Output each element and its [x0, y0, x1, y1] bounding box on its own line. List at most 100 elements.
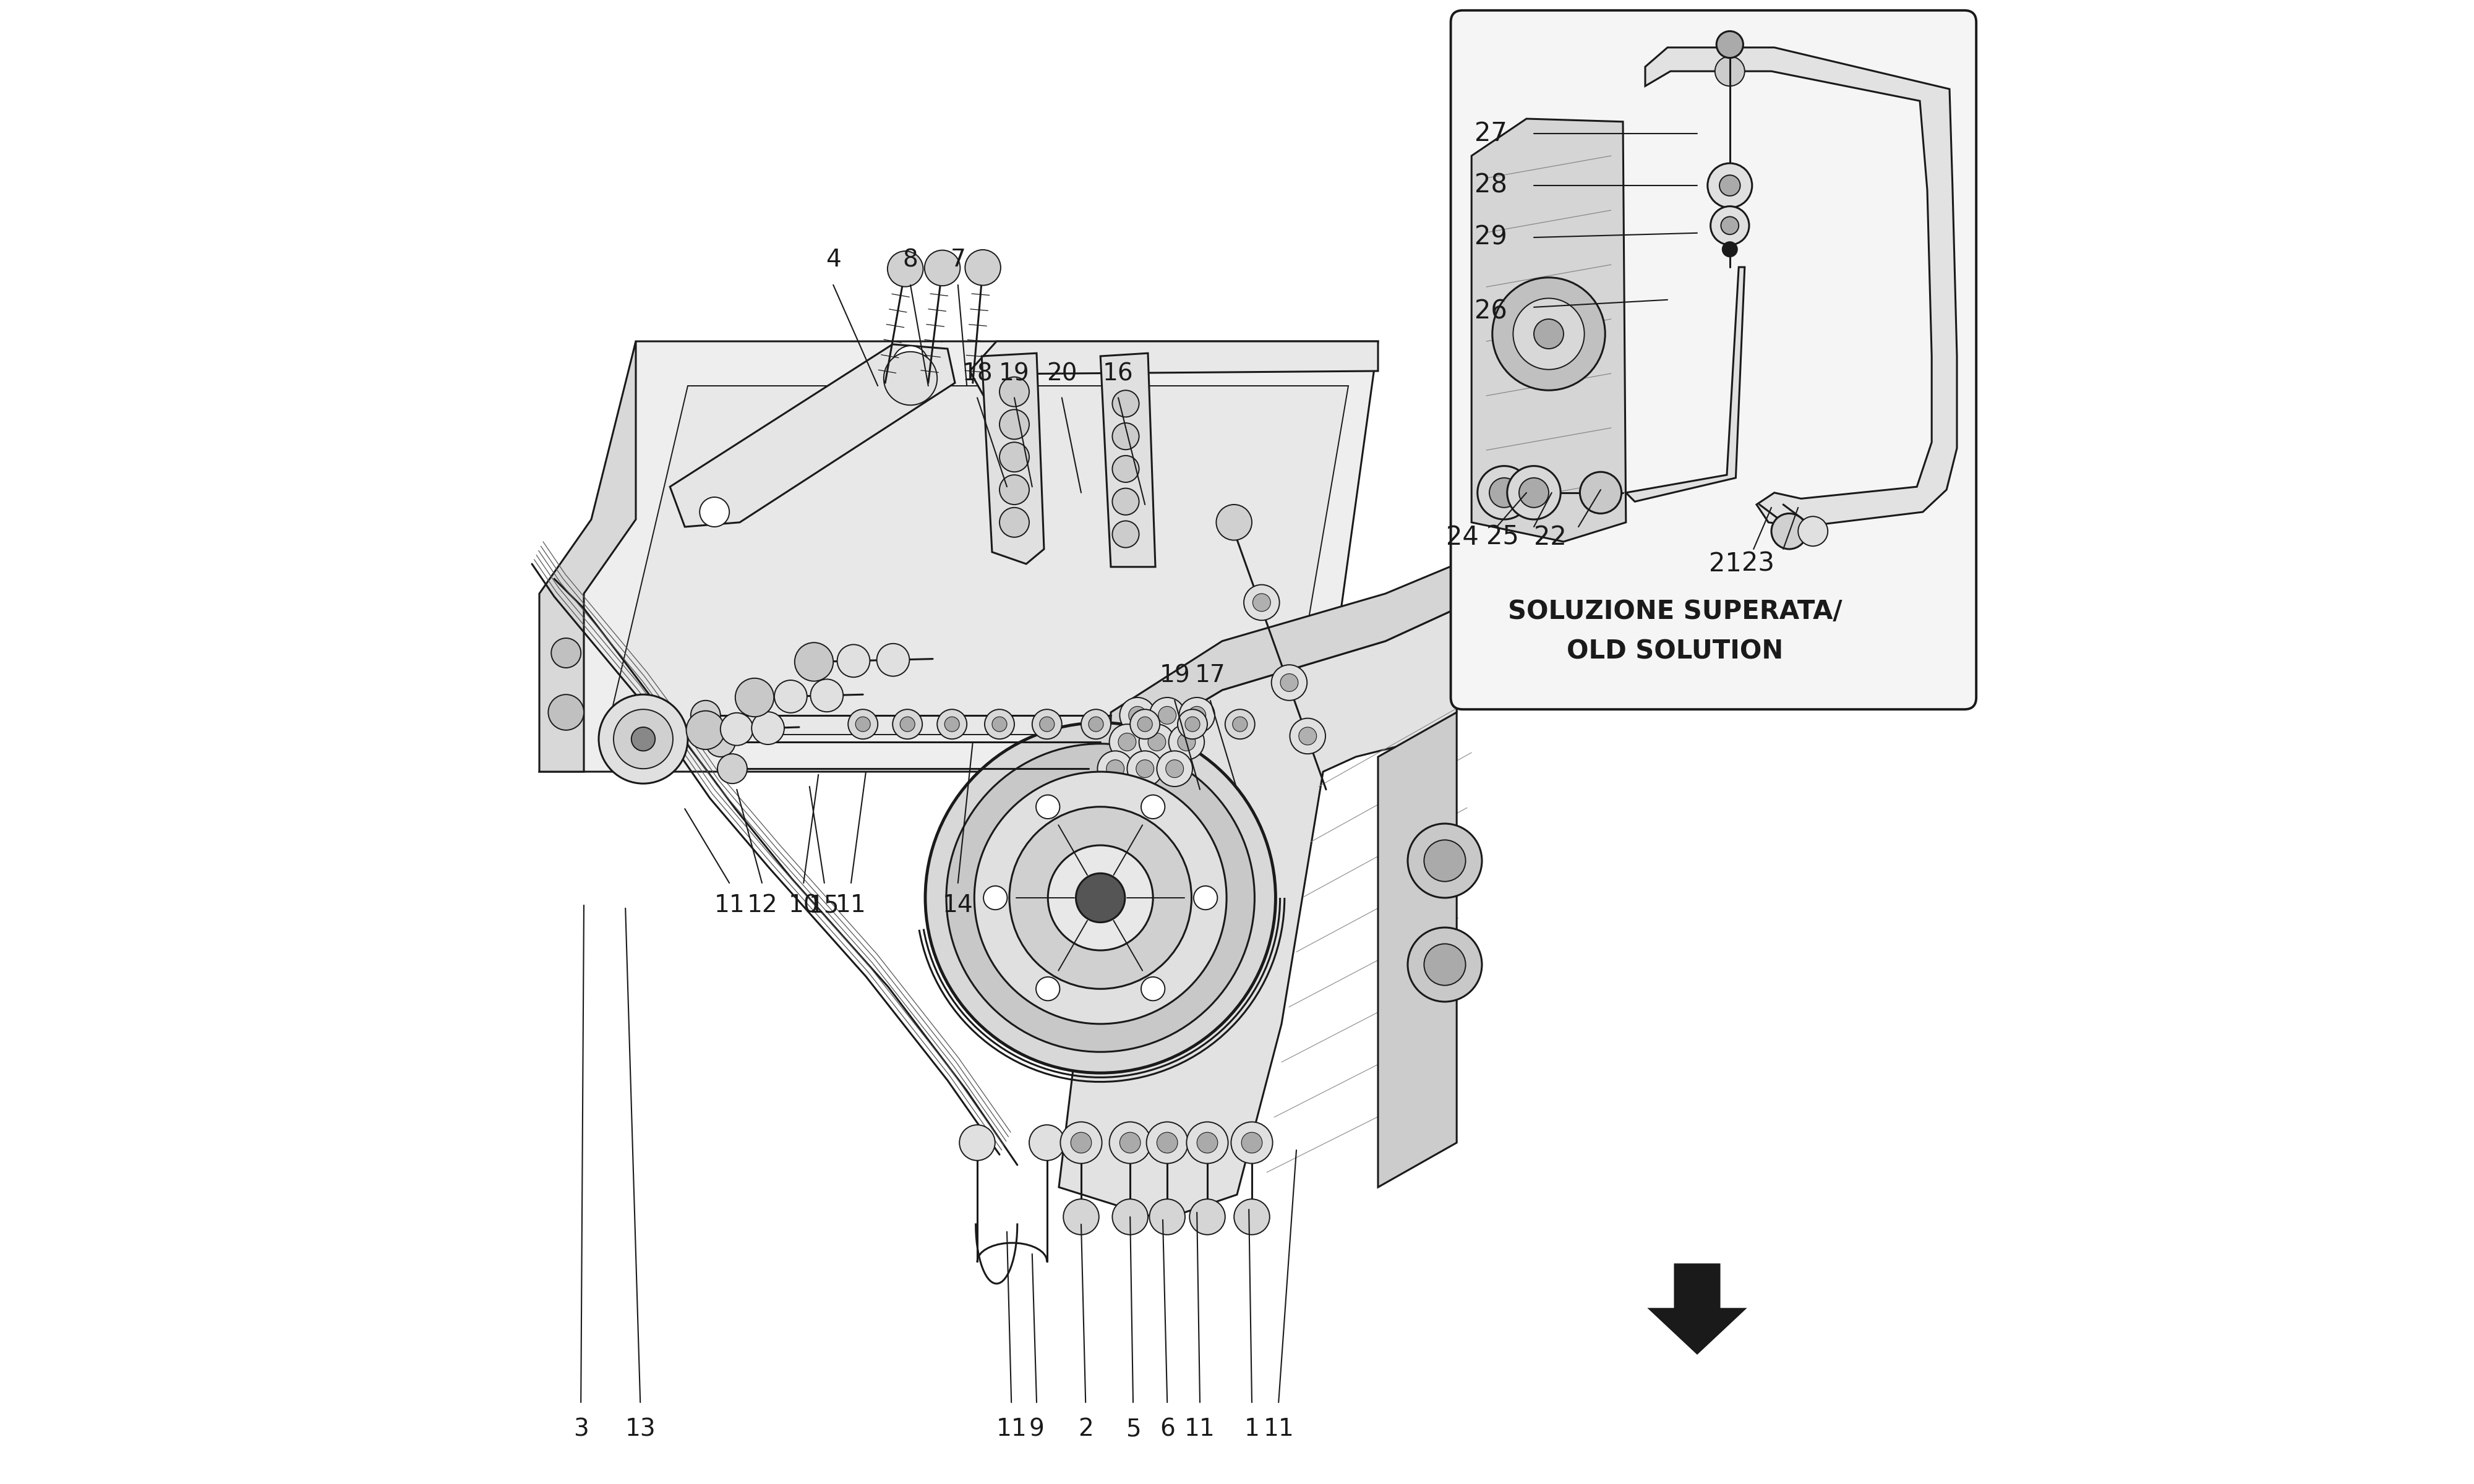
- Circle shape: [1121, 1132, 1141, 1153]
- Circle shape: [901, 717, 915, 732]
- Circle shape: [1128, 706, 1145, 724]
- Circle shape: [1113, 423, 1138, 450]
- Circle shape: [1049, 846, 1153, 950]
- Circle shape: [1771, 513, 1806, 549]
- Circle shape: [893, 346, 928, 381]
- Circle shape: [1128, 751, 1163, 787]
- Circle shape: [1118, 733, 1136, 751]
- Circle shape: [717, 754, 747, 784]
- Circle shape: [999, 508, 1029, 537]
- Circle shape: [999, 442, 1029, 472]
- Text: 19: 19: [1160, 663, 1190, 687]
- Circle shape: [1089, 717, 1103, 732]
- Polygon shape: [1378, 712, 1457, 1187]
- Circle shape: [999, 475, 1029, 505]
- Circle shape: [999, 410, 1029, 439]
- Circle shape: [1037, 976, 1059, 1000]
- Text: 11: 11: [997, 1417, 1027, 1441]
- Text: 20: 20: [1047, 362, 1076, 386]
- Circle shape: [1242, 1132, 1262, 1153]
- Circle shape: [1113, 456, 1138, 482]
- Circle shape: [938, 709, 967, 739]
- Circle shape: [1188, 1122, 1227, 1163]
- Circle shape: [1158, 706, 1175, 724]
- Circle shape: [720, 712, 752, 745]
- Circle shape: [960, 1125, 995, 1160]
- Circle shape: [985, 709, 1014, 739]
- Circle shape: [705, 727, 735, 757]
- Circle shape: [1514, 298, 1583, 370]
- Text: 17: 17: [1195, 663, 1225, 687]
- Circle shape: [1408, 927, 1482, 1002]
- Text: 24: 24: [1447, 524, 1479, 551]
- Circle shape: [1165, 760, 1183, 778]
- Circle shape: [999, 377, 1029, 407]
- Circle shape: [1039, 717, 1054, 732]
- Circle shape: [849, 709, 878, 739]
- Circle shape: [700, 497, 730, 527]
- Text: 1: 1: [1244, 1417, 1259, 1441]
- Circle shape: [1519, 478, 1549, 508]
- Text: 10: 10: [789, 893, 819, 917]
- Circle shape: [1108, 724, 1145, 760]
- Circle shape: [836, 644, 871, 677]
- Polygon shape: [1472, 119, 1625, 542]
- Circle shape: [1113, 1199, 1148, 1235]
- Text: 11: 11: [1185, 1417, 1215, 1441]
- Text: 22: 22: [1534, 524, 1566, 551]
- Circle shape: [1136, 760, 1153, 778]
- Circle shape: [1148, 733, 1165, 751]
- Circle shape: [1009, 807, 1192, 988]
- Text: 23: 23: [1742, 551, 1774, 577]
- Circle shape: [599, 695, 688, 784]
- Text: 14: 14: [943, 893, 972, 917]
- Circle shape: [1507, 466, 1561, 519]
- Circle shape: [1244, 585, 1279, 620]
- Text: SOLUZIONE SUPERATA/: SOLUZIONE SUPERATA/: [1507, 598, 1843, 625]
- Circle shape: [1722, 217, 1739, 234]
- Circle shape: [1138, 717, 1153, 732]
- Circle shape: [1719, 175, 1739, 196]
- Circle shape: [1029, 1125, 1064, 1160]
- Circle shape: [1799, 516, 1828, 546]
- Text: OLD SOLUTION: OLD SOLUTION: [1566, 638, 1784, 665]
- Circle shape: [1071, 1132, 1091, 1153]
- Circle shape: [1180, 697, 1215, 733]
- Circle shape: [1282, 674, 1299, 692]
- Polygon shape: [606, 386, 1348, 735]
- Circle shape: [1121, 697, 1155, 733]
- Text: 21: 21: [1710, 551, 1742, 577]
- Circle shape: [1489, 478, 1519, 508]
- Circle shape: [1106, 760, 1123, 778]
- Circle shape: [1098, 751, 1133, 787]
- Text: 7: 7: [950, 248, 965, 272]
- Circle shape: [1235, 1199, 1269, 1235]
- Circle shape: [1225, 709, 1254, 739]
- Polygon shape: [970, 341, 1378, 398]
- Circle shape: [945, 717, 960, 732]
- Circle shape: [552, 638, 581, 668]
- Circle shape: [1272, 665, 1306, 700]
- Text: 6: 6: [1160, 1417, 1175, 1441]
- Circle shape: [1192, 886, 1217, 910]
- Text: 26: 26: [1475, 298, 1507, 325]
- Text: 3: 3: [574, 1417, 589, 1441]
- Circle shape: [1232, 1122, 1272, 1163]
- Circle shape: [945, 743, 1254, 1052]
- Polygon shape: [670, 344, 955, 527]
- Text: 11: 11: [715, 893, 745, 917]
- Circle shape: [549, 695, 584, 730]
- Text: 2: 2: [1079, 1417, 1094, 1441]
- Text: 15: 15: [809, 893, 839, 917]
- Circle shape: [1188, 706, 1205, 724]
- Circle shape: [1425, 944, 1465, 985]
- Circle shape: [1150, 697, 1185, 733]
- Circle shape: [965, 249, 999, 285]
- Text: 28: 28: [1475, 172, 1507, 199]
- Polygon shape: [1059, 608, 1457, 1220]
- Text: 25: 25: [1487, 524, 1519, 551]
- Circle shape: [794, 643, 834, 681]
- Circle shape: [614, 709, 673, 769]
- Circle shape: [1113, 521, 1138, 548]
- Circle shape: [1217, 505, 1252, 540]
